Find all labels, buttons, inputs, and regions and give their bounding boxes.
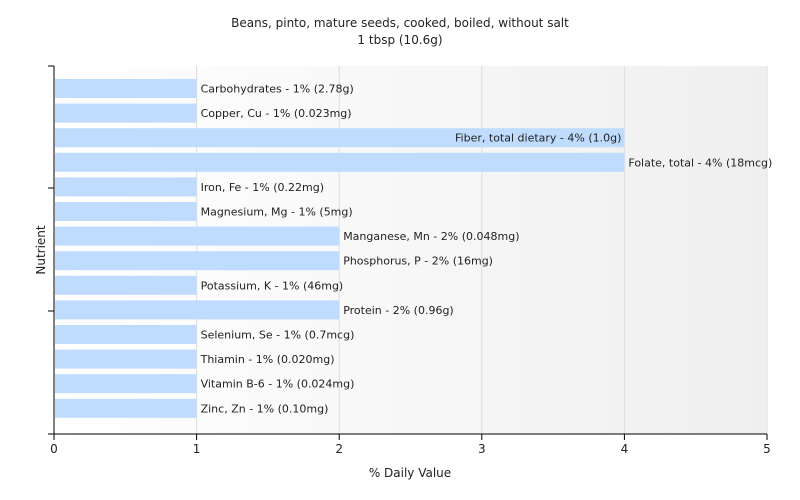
- bar: [55, 128, 625, 148]
- gridlines: [196, 66, 768, 434]
- data-label: Iron, Fe - 1% (0.22mg): [201, 181, 324, 194]
- data-labels: Carbohydrates - 1% (2.78g) Copper, Cu - 1…: [200, 83, 773, 416]
- bar: [55, 251, 340, 271]
- data-label: Folate, total - 4% (18mcg): [628, 156, 772, 169]
- x-tick-label: 0: [50, 442, 58, 456]
- chart-title: Beans, pinto, mature seeds, cooked, boil…: [231, 16, 569, 30]
- data-label: Carbohydrates - 1% (2.78g): [201, 83, 354, 96]
- chart-subtitle: 1 tbsp (10.6g): [357, 33, 442, 47]
- bar: [55, 275, 197, 295]
- data-label: Selenium, Se - 1% (0.7mcg): [201, 329, 355, 342]
- data-label: Phosphorus, P - 2% (16mg): [343, 255, 493, 268]
- x-tick-label: 4: [621, 442, 629, 456]
- data-label: Manganese, Mn - 2% (0.048mg): [343, 230, 519, 243]
- y-axis-label: Nutrient: [34, 225, 48, 275]
- data-label: Fiber, total dietary - 4% (1.0g): [455, 132, 621, 145]
- bar: [55, 103, 197, 123]
- x-tick-label: 5: [763, 442, 771, 456]
- data-label: Thiamin - 1% (0.020mg): [200, 353, 335, 366]
- bar: [55, 152, 625, 172]
- bar: [55, 325, 197, 344]
- x-tick-label: 3: [478, 442, 486, 456]
- data-label: Zinc, Zn - 1% (0.10mg): [201, 402, 329, 415]
- bars: [55, 79, 625, 418]
- bar: [55, 300, 340, 320]
- bar: [55, 398, 197, 418]
- data-label: Copper, Cu - 1% (0.023mg): [201, 107, 352, 120]
- x-axis-label: % Daily Value: [369, 466, 451, 480]
- bar: [55, 349, 197, 369]
- x-tick-label: 2: [335, 442, 343, 456]
- data-label: Protein - 2% (0.96g): [343, 304, 454, 317]
- data-label: Magnesium, Mg - 1% (5mg): [201, 206, 353, 219]
- plot-background: [54, 66, 767, 434]
- x-tick-label: 1: [193, 442, 201, 456]
- bar: [55, 79, 197, 98]
- bar: [55, 177, 197, 197]
- bar: [55, 226, 340, 246]
- bar: [55, 374, 197, 394]
- x-ticks: 0 1 2 3 4 5: [50, 434, 771, 456]
- bar: [55, 202, 197, 221]
- data-label: Vitamin B-6 - 1% (0.024mg): [201, 378, 355, 391]
- axes: [48, 65, 767, 435]
- data-label: Potassium, K - 1% (46mg): [201, 279, 344, 292]
